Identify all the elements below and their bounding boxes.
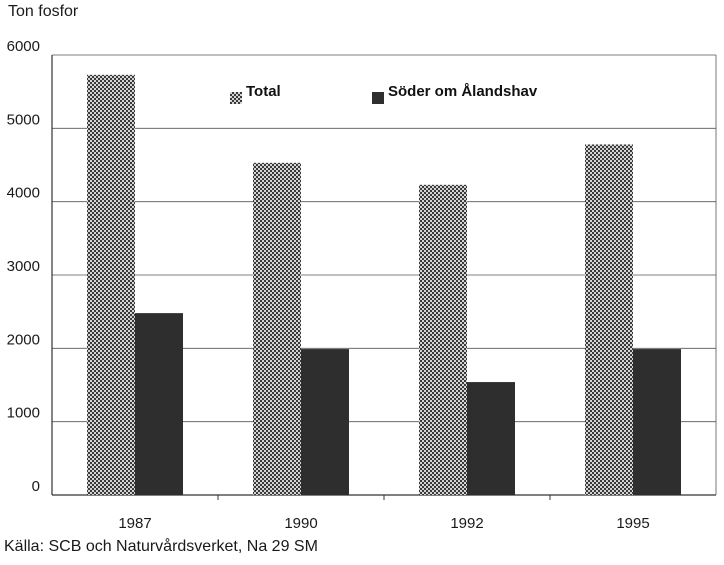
- bar-soder-1987: [135, 313, 183, 495]
- y-tick-label: 6000: [7, 38, 40, 55]
- y-tick-label: 3000: [7, 258, 40, 275]
- x-tick-labels: 1987 1990 1992 1995: [118, 495, 650, 532]
- source-note: Källa: SCB och Naturvårdsverket, Na 29 S…: [4, 538, 318, 555]
- bar-total-1992: [419, 184, 467, 496]
- y-axis-label: Ton fosfor: [8, 3, 79, 20]
- bar-total-1987: [87, 74, 135, 496]
- bars: [87, 74, 681, 496]
- y-tick-label: 0: [32, 478, 40, 495]
- legend: Total Söder om Ålandshav: [230, 83, 538, 104]
- bar-soder-1995: [633, 349, 681, 495]
- bar-chart: Ton fosfor 0 1000 2000 3000 4000 5000 6000 198…: [7, 3, 717, 532]
- x-tick-label: 1987: [118, 515, 151, 532]
- legend-label: Total: [246, 83, 281, 100]
- bar-soder-1990: [301, 349, 349, 495]
- y-tick-label: 2000: [7, 331, 40, 348]
- legend-label: Söder om Ålandshav: [388, 83, 538, 100]
- legend-swatch: [230, 92, 242, 104]
- y-tick-label: 5000: [7, 111, 40, 128]
- x-tick-label: 1992: [450, 515, 483, 532]
- y-tick-label: 4000: [7, 185, 40, 202]
- y-tick-labels: 0 1000 2000 3000 4000 5000 6000: [7, 38, 40, 495]
- y-tick-label: 1000: [7, 405, 40, 422]
- bar-total-1995: [585, 144, 633, 495]
- bar-total-1990: [253, 162, 301, 496]
- x-tick-label: 1995: [616, 515, 649, 532]
- legend-swatch: [372, 92, 384, 104]
- bar-soder-1992: [467, 382, 515, 495]
- x-tick-label: 1990: [284, 515, 317, 532]
